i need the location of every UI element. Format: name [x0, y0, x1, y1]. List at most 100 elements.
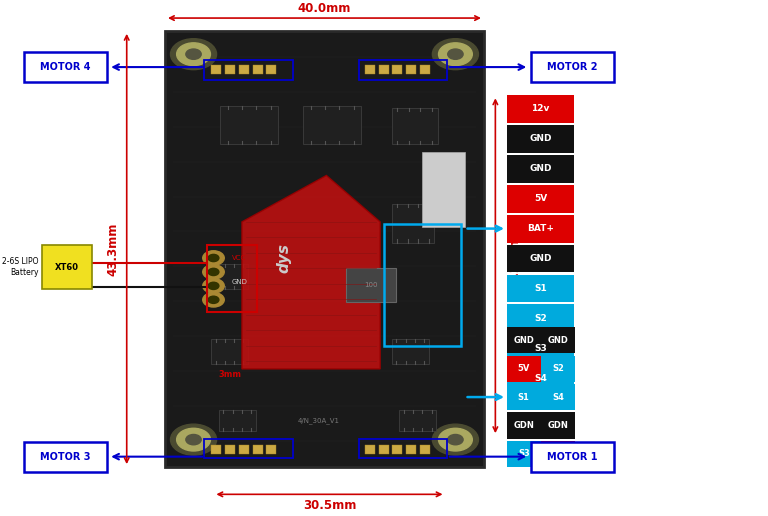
Circle shape [208, 268, 219, 276]
Text: GND: GND [529, 134, 552, 143]
Text: S4: S4 [535, 374, 547, 383]
Bar [420, 445, 430, 454]
Bar [392, 445, 402, 454]
Bar [365, 445, 375, 454]
Bar [239, 445, 249, 454]
Circle shape [439, 43, 472, 66]
Text: S2: S2 [552, 364, 564, 373]
Text: GND: GND [232, 279, 248, 285]
Bar [211, 264, 248, 289]
Bar [406, 445, 416, 454]
Text: MOTOR 4: MOTOR 4 [40, 62, 91, 72]
Bar [42, 245, 92, 289]
Text: GDN: GDN [548, 421, 569, 430]
Bar [507, 125, 574, 153]
Bar [531, 52, 614, 82]
Bar [24, 52, 107, 82]
Circle shape [208, 254, 219, 262]
Text: 100: 100 [364, 282, 377, 288]
Bar [365, 65, 375, 74]
Text: S1: S1 [535, 284, 547, 293]
Circle shape [439, 428, 472, 451]
Bar [507, 334, 574, 362]
Text: 2-6S LIPO
Battery: 2-6S LIPO Battery [2, 257, 38, 277]
Text: dys: dys [276, 243, 292, 273]
Text: GND: GND [529, 164, 552, 173]
Circle shape [170, 424, 217, 455]
Bar [507, 275, 574, 302]
Text: 40.0mm: 40.0mm [298, 2, 351, 15]
Text: 5V: 5V [534, 194, 548, 203]
Bar [359, 439, 447, 458]
Bar [303, 106, 361, 144]
Bar [541, 441, 575, 467]
Bar [225, 65, 235, 74]
Bar [392, 204, 434, 243]
Circle shape [203, 293, 224, 307]
Bar [211, 445, 221, 454]
Text: MOTOR 1: MOTOR 1 [547, 452, 598, 462]
Text: 36.2mm: 36.2mm [508, 239, 521, 293]
Bar [220, 106, 278, 144]
Bar [253, 65, 263, 74]
Circle shape [170, 39, 217, 70]
Bar [399, 410, 436, 431]
Text: S3: S3 [535, 344, 547, 353]
Bar [211, 339, 248, 364]
Text: GND: GND [513, 336, 535, 345]
Circle shape [208, 282, 219, 289]
Text: S1: S1 [518, 393, 530, 401]
Text: VCC: VCC [232, 254, 247, 261]
Text: 30.5mm: 30.5mm [303, 499, 356, 512]
Text: BAT+: BAT+ [546, 449, 571, 458]
Circle shape [177, 428, 210, 451]
Bar [266, 65, 276, 74]
Bar [225, 445, 235, 454]
Text: S2: S2 [535, 314, 547, 323]
Bar [507, 304, 574, 332]
Bar [219, 410, 256, 431]
Text: 12v: 12v [531, 104, 550, 114]
Bar [392, 339, 429, 364]
Circle shape [203, 279, 224, 293]
Text: GND: GND [548, 336, 569, 345]
Bar [392, 108, 438, 144]
Circle shape [432, 39, 478, 70]
Bar [253, 445, 263, 454]
Bar [211, 65, 221, 74]
Text: 3mm: 3mm [219, 369, 242, 379]
Bar [507, 412, 541, 439]
Circle shape [186, 49, 201, 59]
Bar [507, 245, 574, 272]
Bar [507, 356, 541, 382]
Bar [346, 268, 396, 302]
Text: MOTOR 2: MOTOR 2 [547, 62, 598, 72]
Bar [541, 327, 575, 353]
Bar [384, 224, 461, 346]
Bar [541, 384, 575, 410]
Bar [406, 65, 416, 74]
Bar [359, 60, 447, 80]
Bar [266, 445, 276, 454]
Bar [392, 65, 402, 74]
Bar [420, 65, 430, 74]
Circle shape [203, 251, 224, 265]
Bar [507, 155, 574, 183]
Circle shape [448, 434, 463, 445]
Circle shape [448, 49, 463, 59]
Text: BAT+: BAT+ [527, 224, 554, 233]
Bar [507, 327, 541, 353]
Bar [507, 364, 574, 392]
Bar [507, 384, 541, 410]
Circle shape [177, 43, 210, 66]
Text: XT60: XT60 [55, 263, 79, 271]
Bar [379, 65, 389, 74]
Circle shape [203, 265, 224, 279]
Circle shape [432, 424, 478, 455]
Bar [507, 95, 574, 123]
Bar [541, 412, 575, 439]
Text: S3: S3 [518, 449, 530, 458]
Text: GDN: GDN [513, 421, 535, 430]
Bar [531, 442, 614, 472]
Bar [507, 185, 574, 213]
